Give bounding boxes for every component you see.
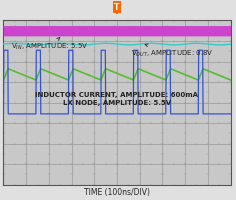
Text: T: T [114, 3, 120, 12]
Text: LX NODE, AMPLITUDE: 5.5V: LX NODE, AMPLITUDE: 5.5V [63, 100, 171, 106]
Text: V$_{IN}$, AMPLITUDE: 5.5V: V$_{IN}$, AMPLITUDE: 5.5V [11, 37, 89, 52]
X-axis label: TIME (100ns/DIV): TIME (100ns/DIV) [84, 188, 150, 197]
Text: INDUCTOR CURRENT, AMPLITUDE: 600mA: INDUCTOR CURRENT, AMPLITUDE: 600mA [35, 92, 198, 98]
Text: V$_{OUT}$, AMPLITUDE: 0.8V: V$_{OUT}$, AMPLITUDE: 0.8V [131, 44, 213, 59]
